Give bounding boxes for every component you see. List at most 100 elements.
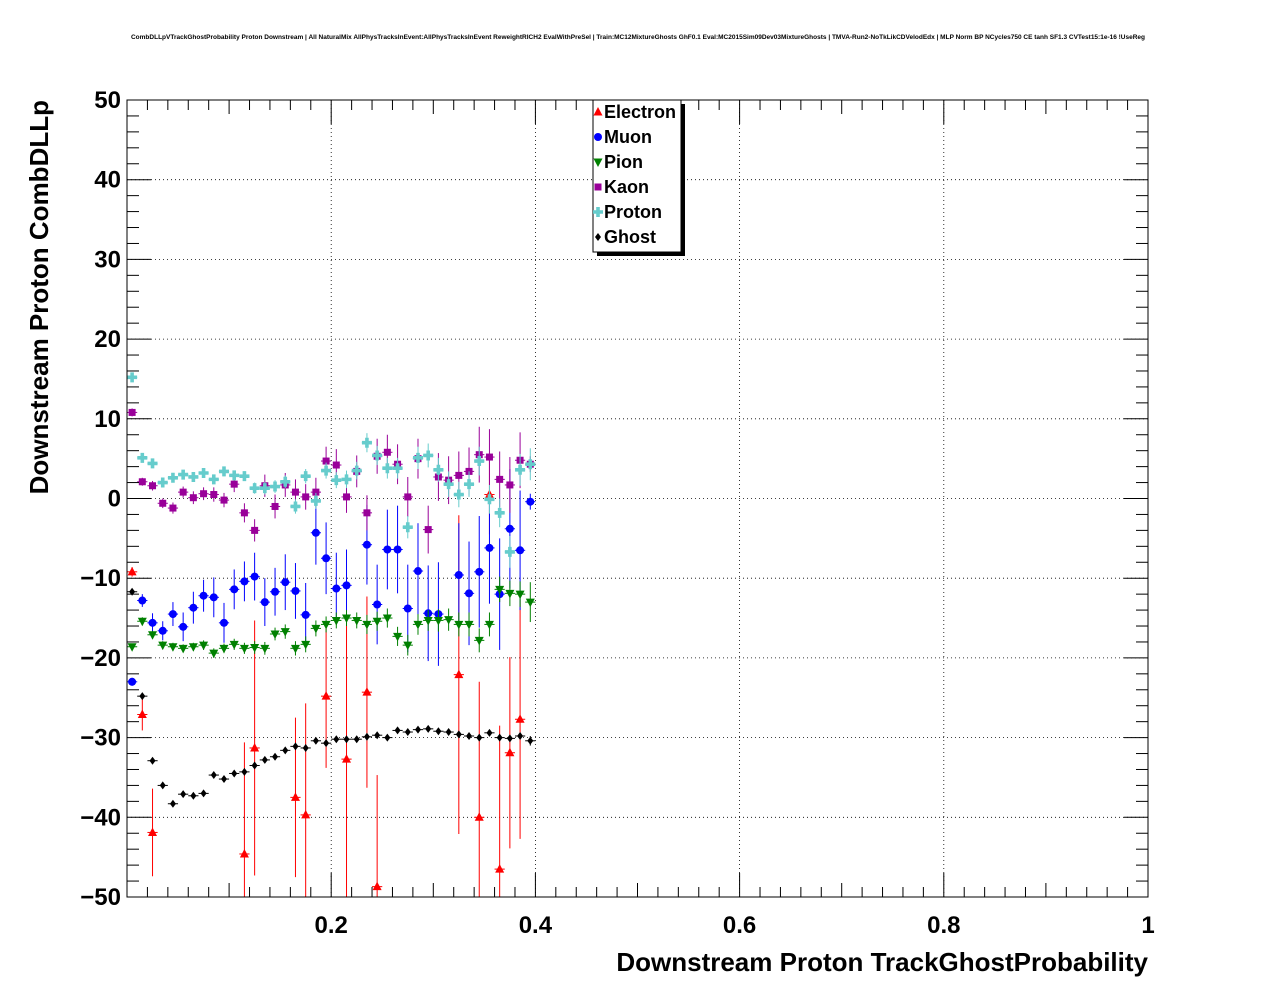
ghost-point [200,789,207,798]
muon-point [393,545,402,554]
proton-point [433,464,444,475]
electron-point [239,848,249,858]
pion-point [413,620,423,630]
pion-point [168,643,178,652]
data-points [127,372,536,897]
muon-point [475,567,484,576]
proton-point [310,495,321,506]
muon-point [413,567,422,576]
proton-point [412,452,423,463]
legend-label-proton: Proton [604,202,662,222]
pion-point [148,631,158,640]
kaon-point [322,457,330,465]
pion-point [515,590,525,600]
legend-label-muon: Muon [604,127,652,147]
proton-point [443,479,454,490]
ghost-point [343,735,350,744]
pion-point [321,620,331,630]
pion-point [209,649,219,659]
proton-point [147,458,158,469]
kaon-point [230,480,238,488]
legend-marker-pion [593,158,603,167]
pion-point [505,589,515,599]
ghost-point [149,756,156,765]
ghost-point [384,733,391,742]
kaon-point [189,494,197,502]
pion-point [403,641,413,651]
ghost-point [241,767,248,776]
pion-point [301,640,311,650]
proton-point [157,477,168,488]
pion-point [423,616,433,626]
legend-label-kaon: Kaon [604,177,649,197]
proton-point [351,465,362,476]
proton-point [372,450,383,461]
ghost-point [210,771,217,780]
legend-item-pion: Pion [593,152,643,172]
muon-point [219,618,228,627]
electron-point [505,747,515,757]
proton-point [321,465,332,476]
muon-point [260,598,269,607]
pion-point [239,644,249,654]
pion-point [342,614,352,624]
x-tick-label: 0.4 [519,912,553,939]
pion-point [178,644,188,654]
pion-point [331,616,341,626]
pion-point [474,636,484,646]
proton-point [331,475,342,486]
muon-point [189,603,198,612]
ghost-point [486,728,493,737]
proton-point [525,459,536,470]
muon-point [281,578,290,587]
kaon-point [455,471,463,479]
kaon-point [128,408,136,416]
series-proton [127,372,536,568]
proton-point [259,483,270,494]
legend-box [592,99,682,253]
proton-point [198,467,209,478]
kaon-point [210,491,218,499]
pion-point [382,614,392,624]
legend-item-electron: Electron [593,102,676,122]
legend-item-muon: Muon [594,127,652,147]
kaon-point [220,496,228,504]
pion-point [352,616,362,626]
pion-point [311,624,321,634]
legend-label-electron: Electron [604,102,676,122]
pion-point [525,598,535,608]
ghost-point [251,761,258,770]
proton-point [402,522,413,533]
legend-marker-kaon [594,183,602,191]
kaon-point [496,475,504,483]
proton-point [229,470,240,481]
electron-point [362,687,372,696]
ghost-point [139,692,146,701]
muon-point [179,622,188,631]
proton-point [494,507,505,518]
kaon-point [138,478,146,486]
pion-point [393,632,403,642]
ghost-point [169,799,176,808]
ghost-point [517,732,524,741]
ghost-point [282,746,289,755]
muon-point [465,589,474,598]
y-tick-label: −40 [80,804,121,831]
ghost-point [455,730,462,739]
x-tick-label: 0.6 [723,912,756,939]
proton-point [382,463,393,474]
pion-point [229,640,239,650]
muon-point [240,577,249,586]
electron-point [250,742,260,752]
legend-label-pion: Pion [604,152,643,172]
proton-point [474,456,485,467]
y-tick-label: 20 [94,326,121,353]
pion-point [372,617,382,627]
pion-point [464,620,474,630]
muon-point [271,587,280,596]
legend-marker-muon [594,133,602,141]
ghost-point [445,728,452,737]
ghost-point [394,726,401,735]
electron-point [372,881,382,891]
proton-point [392,463,403,474]
